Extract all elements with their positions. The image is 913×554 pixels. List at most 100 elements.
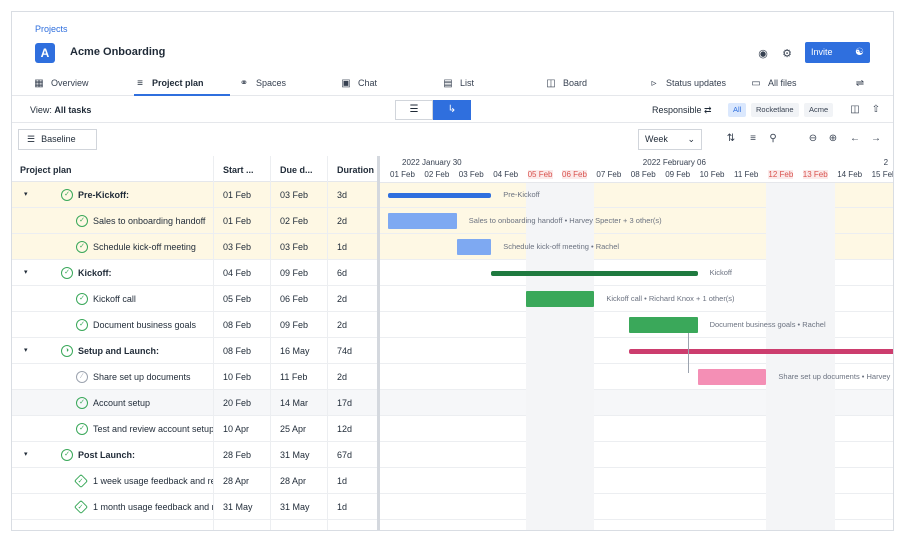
swap-icon: ⇄ [704,105,712,115]
column-header-start[interactable]: Start ... [223,165,254,175]
task-row[interactable]: ✓ Test and review account setup 10 Apr 25 A… [12,416,378,442]
gantt-task-bar[interactable] [628,317,698,333]
gantt-summary-bar[interactable] [388,192,492,198]
tab-overview[interactable]: ▦ Overview [33,74,88,96]
list-icon: ▤ [443,78,453,89]
gantt-task-bar[interactable] [525,291,595,307]
task-duration: 2d [337,372,348,382]
task-row[interactable]: ✓ Kickoff call 05 Feb 06 Feb 2d [12,286,378,312]
task-row[interactable]: ✓ Schedule kick-off meeting 03 Feb 03 Feb 1d [12,234,378,260]
task-start-date: 20 Feb [223,398,252,408]
completed-status-icon[interactable]: ✓ [76,293,88,305]
view-selector[interactable]: View: All tasks [30,105,92,115]
completed-status-icon[interactable]: ✓ [61,267,73,279]
baseline-button[interactable]: ☰ Baseline [18,129,97,150]
gear-icon[interactable]: ⚙ [782,48,792,60]
completed-status-icon[interactable]: ✓ [76,241,88,253]
completed-status-icon[interactable]: ✓ [76,397,88,409]
column-header-duration[interactable]: Duration [337,165,374,175]
column-header-project-plan[interactable]: Project plan [20,165,72,175]
task-row[interactable]: ✓ Document business goals 08 Feb 09 Feb 2d [12,312,378,338]
column-header-due[interactable]: Due d... [280,165,313,175]
list-view-toggle[interactable]: ☰ [395,100,433,120]
sort-icon[interactable]: ⇅ [726,133,736,144]
day-header-label: 15 Feb [871,170,893,179]
arrow-left-icon[interactable]: ← [850,133,860,144]
task-name: Account setup [93,398,151,408]
tab-chat[interactable]: ▣ Chat [340,74,377,96]
gantt-row [380,338,893,364]
task-due-date: 11 Feb [280,372,308,382]
present-icon[interactable]: ◫ [850,104,860,115]
gantt-summary-bar[interactable] [491,270,698,276]
task-row[interactable]: ✓ 1 month usage feedback and review 31 May… [12,494,378,520]
milestone-status-icon[interactable]: ✓ [73,499,89,515]
gantt-task-bar[interactable] [456,239,492,255]
completed-status-icon[interactable]: ✓ [61,449,73,461]
task-name: Share set up documents [93,372,191,382]
collapse-caret-icon[interactable]: ▾ [24,347,28,354]
task-group-row[interactable]: ▾ ✓ Kickoff: 04 Feb 09 Feb 6d [12,260,378,286]
task-group-row[interactable]: ▾ ✓ Pre-Kickoff: 01 Feb 03 Feb 3d [12,182,378,208]
export-icon[interactable]: ⇧ [871,104,881,115]
skipped-status-icon[interactable]: ∕ [76,371,88,383]
task-duration: 3d [337,190,348,200]
task-row[interactable]: ✓ 1 week usage feedback and review 28 Apr 2… [12,468,378,494]
completed-status-icon[interactable]: ✓ [76,215,88,227]
tab-board[interactable]: ◫ Board [545,74,587,96]
tab-project-plan[interactable]: ≡ Project plan [134,74,230,96]
checklist-icon[interactable]: ≡ [750,133,756,144]
filter-chip-all[interactable]: All [728,103,747,117]
task-group-row[interactable]: ▾ ◑ Setup and Launch: 08 Feb 16 May 74d [12,338,378,364]
completed-status-icon[interactable]: ✓ [76,423,88,435]
tab-spaces[interactable]: ⚭ Spaces [238,74,286,96]
files-icon: ▭ [751,78,761,89]
tab-all-files[interactable]: ▭ All files [750,74,796,96]
gantt-view-toggle[interactable]: ↳ [433,100,471,120]
task-name: Document business goals [93,320,197,330]
completed-status-icon[interactable]: ✓ [61,189,73,201]
task-row[interactable]: ∕ Share set up documents 10 Feb 11 Feb 2d [12,364,378,390]
invite-button[interactable]: Invite ☯ [805,42,870,63]
tab-settings-toggle[interactable]: ⇌ [854,74,872,96]
tab-status-updates[interactable]: ▹ Status updates [648,74,726,96]
invite-label: Invite [811,47,833,57]
in-progress-status-icon[interactable]: ◑ [61,345,73,357]
collapse-caret-icon[interactable]: ▾ [24,451,28,458]
task-due-date: 03 Feb [280,190,309,200]
task-row[interactable]: ✓ Account setup 20 Feb 14 Mar 17d [12,390,378,416]
gantt-row [380,260,893,286]
task-group-row[interactable]: ▾ ✓ Post Launch: 28 Feb 31 May 67d [12,442,378,468]
task-duration: 1d [337,242,348,252]
day-header-label: 01 Feb [390,170,415,179]
eye-icon[interactable]: ◉ [758,48,768,60]
breadcrumb-projects[interactable]: Projects [35,24,68,34]
gantt-view-icon: ↳ [447,104,457,115]
day-header-label: 13 Feb [802,170,828,179]
gantt-task-bar[interactable] [697,369,767,385]
collapse-caret-icon[interactable]: ▾ [24,269,28,276]
gantt-task-bar[interactable] [388,213,457,229]
tab-list[interactable]: ▤ List [442,74,474,96]
task-start-date: 10 Feb [223,372,252,382]
filter-chip-acme[interactable]: Acme [804,103,834,117]
responsible-filter[interactable]: Responsible ⇄ [652,105,712,115]
task-duration: 2d [337,320,348,330]
zoom-out-icon[interactable]: ⊖ [808,133,818,144]
gantt-row [380,442,893,468]
task-row[interactable]: ✓ Sales to onboarding handoff 01 Feb 02 Feb… [12,208,378,234]
task-start-date: 05 Feb [223,294,252,304]
zoom-fit-icon[interactable]: ⚲ [769,133,777,144]
zoom-select[interactable]: Week ⌄ [638,129,702,150]
arrow-right-icon[interactable]: → [871,133,881,144]
task-grid: Project plan Start ... Due d... Duration… [12,156,378,530]
pane-splitter[interactable] [377,156,380,530]
collapse-caret-icon[interactable]: ▾ [24,191,28,198]
filter-chip-rocketlane[interactable]: Rocketlane [751,103,799,117]
task-start-date: 28 Apr [223,476,250,486]
task-duration: 2d [337,294,348,304]
milestone-status-icon[interactable]: ✓ [73,473,89,489]
zoom-in-icon[interactable]: ⊕ [828,133,838,144]
gantt-summary-bar[interactable] [628,348,893,354]
completed-status-icon[interactable]: ✓ [76,319,88,331]
